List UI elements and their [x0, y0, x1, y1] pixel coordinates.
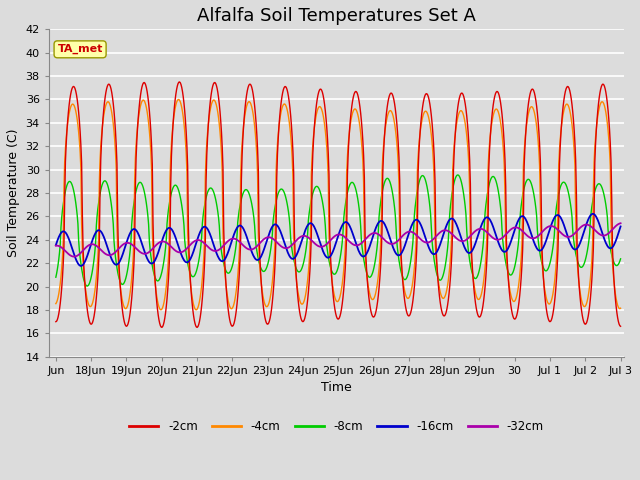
Legend: -2cm, -4cm, -8cm, -16cm, -32cm: -2cm, -4cm, -8cm, -16cm, -32cm	[124, 415, 548, 437]
X-axis label: Time: Time	[321, 381, 352, 395]
Text: TA_met: TA_met	[58, 44, 103, 54]
Y-axis label: Soil Temperature (C): Soil Temperature (C)	[7, 129, 20, 257]
Title: Alfalfa Soil Temperatures Set A: Alfalfa Soil Temperatures Set A	[197, 7, 476, 25]
